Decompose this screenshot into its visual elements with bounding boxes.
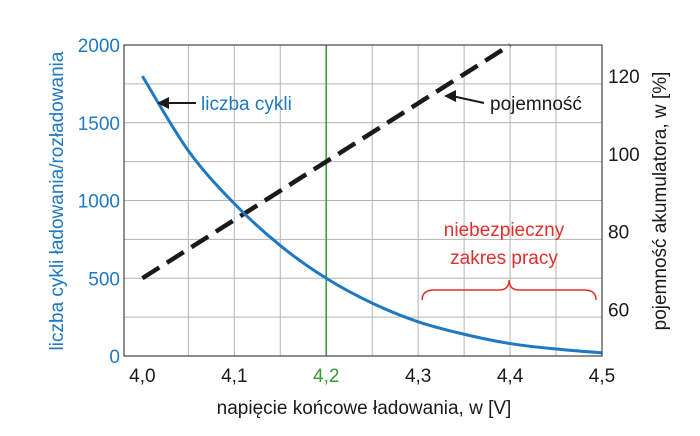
x-tick-label: 4,1 <box>221 366 247 387</box>
y-right-tick-label: 60 <box>608 300 629 321</box>
series-line-cycles <box>141 75 603 355</box>
x-tick-label: 4,3 <box>405 366 431 387</box>
y-left-tick-labels: 0 500 1000 1500 2000 <box>78 36 120 368</box>
x-tick-label: 4,4 <box>497 366 524 387</box>
y-right-tick-label: 120 <box>608 67 640 88</box>
danger-zone-brace <box>421 279 597 301</box>
y-left-tick-label: 2000 <box>78 36 120 57</box>
arrow-cycles-icon <box>157 97 196 109</box>
y-left-axis-label: liczba cykli ładowania/rozładowania <box>47 51 68 350</box>
plot-frame <box>123 44 603 357</box>
y-left-tick-label: 0 <box>109 347 120 368</box>
y-right-axis-label: pojemność akumulatora, w [%] <box>650 72 671 331</box>
series-line-capacity <box>141 43 512 281</box>
y-right-tick-label: 100 <box>608 145 640 166</box>
x-tick-label: 4,2 <box>313 366 339 387</box>
y-right-tick-labels: 60 80 100 120 <box>608 67 640 321</box>
y-left-tick-label: 1000 <box>78 192 120 213</box>
x-tick-label: 4,0 <box>129 366 155 387</box>
annotation-danger-line2: zakres pracy <box>450 248 558 269</box>
x-tick-label: 4,5 <box>589 366 615 387</box>
y-left-tick-label: 500 <box>88 269 120 290</box>
annotation-capacity: pojemność <box>490 94 582 115</box>
grid <box>124 45 603 356</box>
x-tick-labels: 4,0 4,1 4,2 4,3 4,4 4,5 <box>129 366 615 387</box>
y-left-tick-label: 1500 <box>78 114 120 135</box>
annotation-cycles: liczba cykli <box>201 94 292 115</box>
x-axis-label: napięcie końcowe ładowania, w [V] <box>217 398 512 419</box>
annotation-danger-line1: niebezpieczny <box>444 220 565 241</box>
y-right-tick-label: 80 <box>608 223 629 244</box>
arrow-capacity-icon <box>444 90 485 104</box>
